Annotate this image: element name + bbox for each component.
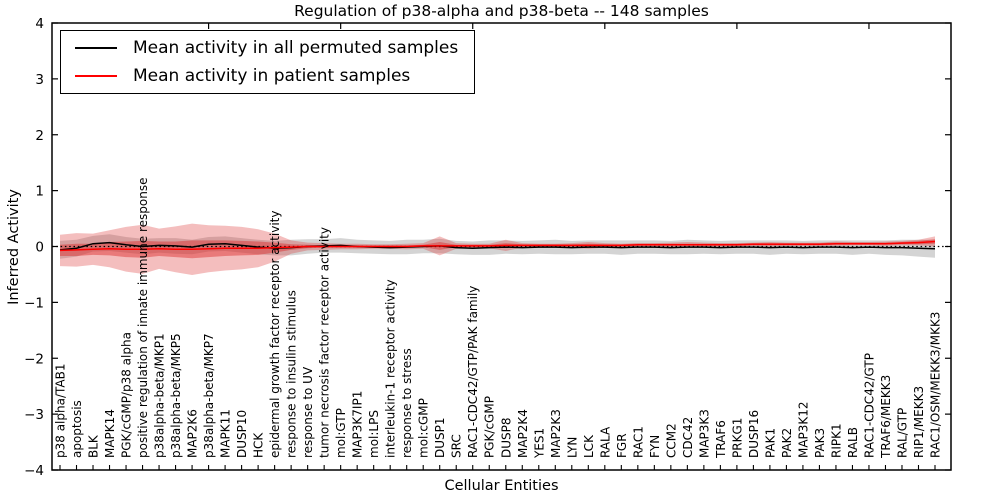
x-category-label: MAP3K12 xyxy=(796,401,810,458)
y-axis-title: Inferred Activity xyxy=(6,189,22,305)
y-tick-label: 2 xyxy=(35,128,44,144)
x-category-label: MAP3K7IP1 xyxy=(351,391,365,458)
x-category-label: MAP2K3 xyxy=(549,409,563,458)
x-category-label: response to UV xyxy=(301,366,315,458)
x-category-label: p38alpha-beta/MKP5 xyxy=(169,333,183,458)
x-category-label: PGK/cGMP/p38 alpha xyxy=(120,332,134,458)
x-category-label: TRAF6/MEKK3 xyxy=(879,375,893,459)
x-category-label: DUSP10 xyxy=(235,410,249,458)
y-tick-label: 3 xyxy=(35,72,44,88)
legend-label-patient: Mean activity in patient samples xyxy=(133,66,411,86)
x-category-label: DUSP16 xyxy=(747,410,761,458)
x-category-label: SRC xyxy=(450,434,464,458)
x-category-label: RIP1/MEKK3 xyxy=(912,386,926,458)
permuted-samples-std xyxy=(60,234,935,259)
x-category-label: apoptosis xyxy=(70,400,84,458)
x-category-label: p38alpha-beta/MKP7 xyxy=(202,333,216,458)
patient-samples-std-outer xyxy=(60,223,935,275)
patient-samples-std-inner xyxy=(60,239,935,259)
y-tick-label: −2 xyxy=(24,351,44,367)
x-category-label: MAPK11 xyxy=(219,409,233,458)
chart-title: Regulation of p38-alpha and p38-beta -- … xyxy=(294,2,709,20)
legend-line-swatch-black xyxy=(75,47,117,49)
x-category-label: PAK3 xyxy=(813,428,827,458)
x-category-label: RIPK1 xyxy=(829,423,843,458)
x-category-label: response to stress xyxy=(400,348,414,458)
x-category-label: RALB xyxy=(846,427,860,458)
x-category-label: DUSP8 xyxy=(499,417,513,458)
legend: Mean activity in all permuted samples Me… xyxy=(60,30,476,94)
x-category-label: FGR xyxy=(615,433,629,458)
x-category-label: mol:GTP xyxy=(334,408,348,458)
x-category-label: tumor necrosis factor receptor activity xyxy=(318,227,332,458)
x-category-label: interleukin-1 receptor activity xyxy=(384,279,398,458)
legend-item-patient: Mean activity in patient samples xyxy=(75,66,458,86)
x-category-label: MAP2K6 xyxy=(186,409,200,458)
y-tick-label: −1 xyxy=(24,295,44,311)
x-category-label: p38 alpha/TAB1 xyxy=(54,364,68,458)
x-category-label: RAC1 xyxy=(631,426,645,458)
x-category-label: p38alpha-beta/MKP1 xyxy=(153,333,167,458)
x-category-label: HCK xyxy=(252,432,266,458)
x-category-label: PRKG1 xyxy=(730,418,744,458)
x-category-label: RAC1-CDC42/GTP xyxy=(863,353,877,458)
legend-line-swatch-red xyxy=(75,75,117,77)
y-tick-label: 4 xyxy=(35,16,44,32)
x-category-label: MAP3K3 xyxy=(697,409,711,458)
x-category-label: RAC1/OSM/MEKK3/MKK3 xyxy=(929,312,943,458)
x-category-label: TRAF6 xyxy=(714,420,728,459)
x-category-label: BLK xyxy=(87,434,101,458)
x-category-label: PGK/cGMP xyxy=(483,396,497,458)
x-category-label: positive regulation of innate immune res… xyxy=(136,178,150,458)
y-tick-label: −4 xyxy=(24,463,44,479)
x-category-label: PAK2 xyxy=(780,428,794,458)
x-category-label: LYN xyxy=(565,437,579,458)
x-category-label: RAL/GTP xyxy=(896,408,910,458)
x-category-label: PAK1 xyxy=(763,428,777,458)
permuted-mean-line xyxy=(59,241,936,251)
legend-item-permuted: Mean activity in all permuted samples xyxy=(75,38,458,58)
x-category-label: MAP2K4 xyxy=(516,409,530,458)
x-category-label: mol:cGMP xyxy=(417,398,431,458)
legend-label-permuted: Mean activity in all permuted samples xyxy=(133,38,459,58)
x-category-label: RALA xyxy=(598,426,612,458)
x-category-label: LCK xyxy=(582,434,596,458)
x-category-label: CCM2 xyxy=(664,423,678,458)
y-tick-label: 0 xyxy=(35,240,44,256)
x-category-label: FYN xyxy=(648,435,662,458)
y-tick-label: 1 xyxy=(35,184,44,200)
y-tick-label: −3 xyxy=(24,407,44,423)
x-category-label: YES1 xyxy=(532,428,546,459)
x-category-label: epidermal growth factor receptor activit… xyxy=(268,211,282,458)
x-category-label: RAC1-CDC42/GTP/PAK family xyxy=(466,286,480,458)
x-axis-title: Cellular Entities xyxy=(444,478,559,494)
x-category-label: MAPK14 xyxy=(103,409,117,458)
x-category-label: DUSP1 xyxy=(433,417,447,458)
x-category-label: CDC42 xyxy=(681,417,695,458)
patient-mean-line xyxy=(59,240,936,252)
x-category-label: mol:LPS xyxy=(367,410,381,458)
x-category-label: response to insulin stimulus xyxy=(285,290,299,458)
